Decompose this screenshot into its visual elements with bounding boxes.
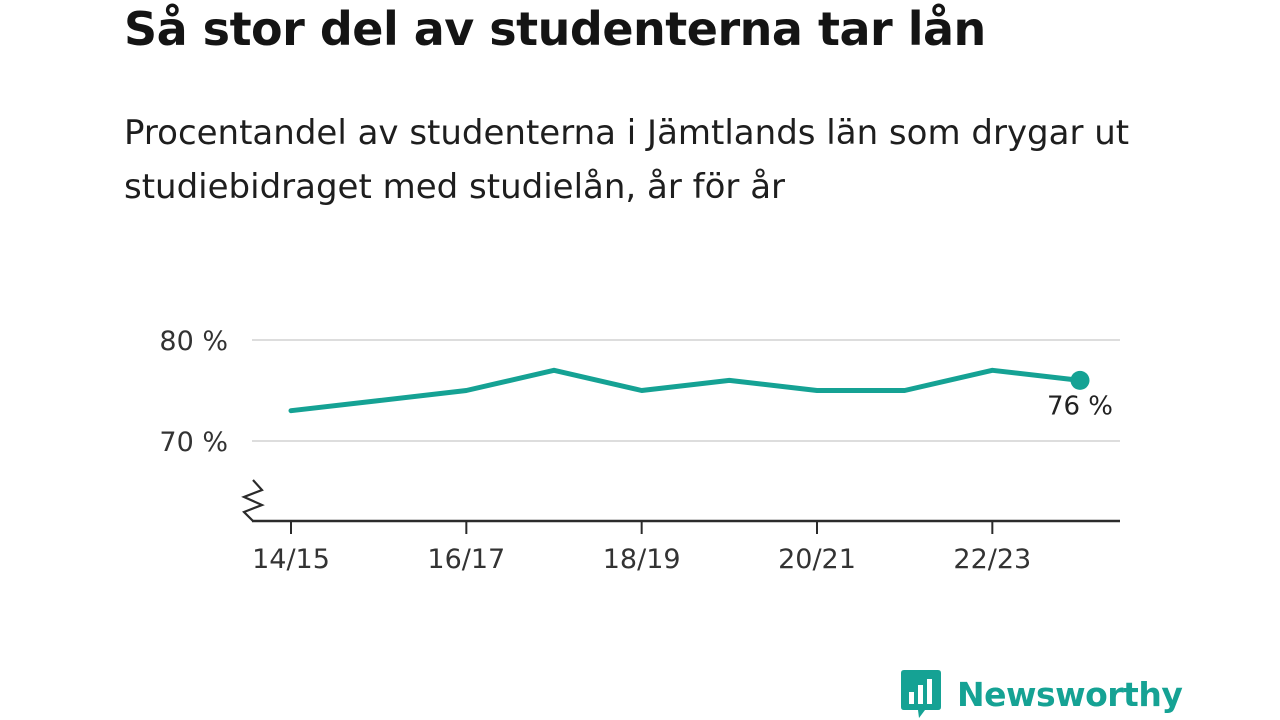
series-line bbox=[288, 367, 1083, 414]
last-value-label: 76 % bbox=[1047, 391, 1113, 421]
x-axis-labels: 14/15 16/17 18/19 20/21 22/23 bbox=[252, 544, 1031, 575]
x-tick-label: 14/15 bbox=[252, 544, 330, 575]
y-tick-label: 70 % bbox=[159, 427, 228, 458]
x-tick-label: 22/23 bbox=[953, 544, 1031, 575]
gridlines bbox=[252, 339, 1120, 442]
brand-logo: Newsworthy bbox=[901, 670, 1183, 718]
last-point-marker bbox=[1070, 370, 1090, 390]
y-tick-label: 80 % bbox=[159, 326, 228, 357]
chart-title: Så stor del av studenterna tar lån bbox=[124, 2, 986, 56]
x-tick-label: 16/17 bbox=[427, 544, 505, 575]
series bbox=[288, 367, 1090, 414]
y-axis-break-icon bbox=[241, 479, 265, 522]
brand-name: Newsworthy bbox=[957, 674, 1183, 714]
chart-subtitle: Procentandel av studenterna i Jämtlands … bbox=[124, 113, 1130, 207]
y-axis-labels: 70 % 80 % bbox=[159, 326, 228, 458]
bar-chart-speech-bubble-icon bbox=[901, 670, 941, 718]
x-tick-label: 18/19 bbox=[603, 544, 681, 575]
x-tick-label: 20/21 bbox=[778, 544, 856, 575]
x-axis-ticks bbox=[290, 521, 994, 534]
